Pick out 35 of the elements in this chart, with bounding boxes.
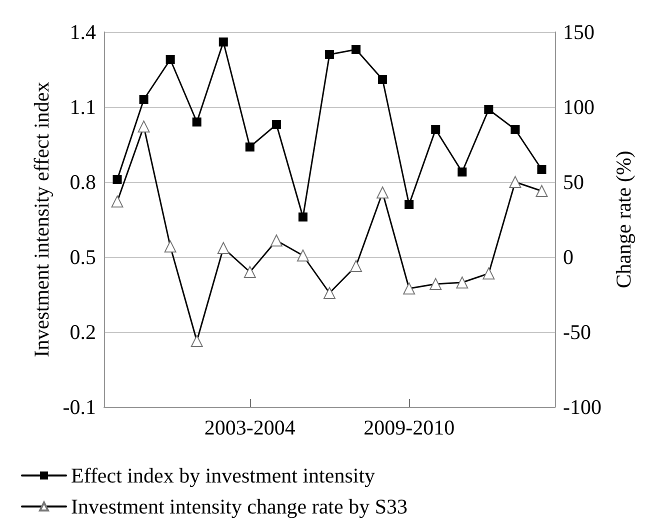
y-tick-label: 1.4 bbox=[70, 20, 96, 44]
point bbox=[537, 165, 546, 174]
point bbox=[378, 75, 388, 84]
point bbox=[458, 168, 467, 176]
y-axis-title: Investment intensity effect index bbox=[29, 81, 54, 358]
point bbox=[245, 142, 254, 152]
point bbox=[139, 95, 148, 104]
y-tick-label: 0.8 bbox=[70, 170, 96, 194]
y2-axis-title: Change rate (%) bbox=[612, 150, 636, 288]
legend-label: Effect index by investment intensity bbox=[71, 464, 376, 488]
point bbox=[218, 38, 228, 46]
point bbox=[510, 125, 520, 134]
y-tick-label: 1.1 bbox=[70, 95, 96, 119]
y2-tick-label: 0 bbox=[563, 245, 574, 269]
y2-tick-label: -50 bbox=[563, 320, 591, 344]
y2-tick-label: 100 bbox=[563, 95, 594, 119]
point bbox=[298, 212, 308, 222]
y-tick-label: 0.2 bbox=[70, 320, 96, 344]
x-tick-label: 2003-2004 bbox=[204, 416, 296, 440]
point bbox=[352, 45, 361, 54]
x-tick-label: 2009-2010 bbox=[364, 416, 455, 440]
point bbox=[112, 175, 122, 184]
point bbox=[325, 50, 334, 59]
y2-tick-label: 50 bbox=[563, 170, 584, 194]
legend-label: Investment intensity change rate by S33 bbox=[71, 494, 408, 518]
y-tick-label: -0.1 bbox=[62, 395, 96, 419]
y-tick-label: 0.5 bbox=[70, 245, 96, 269]
y2-tick-label: 150 bbox=[563, 20, 594, 44]
point bbox=[166, 55, 175, 64]
point bbox=[192, 118, 202, 126]
y2-tick-label: -100 bbox=[563, 395, 602, 419]
point bbox=[404, 200, 414, 209]
point bbox=[272, 120, 281, 129]
point bbox=[431, 125, 440, 134]
point bbox=[484, 105, 494, 114]
